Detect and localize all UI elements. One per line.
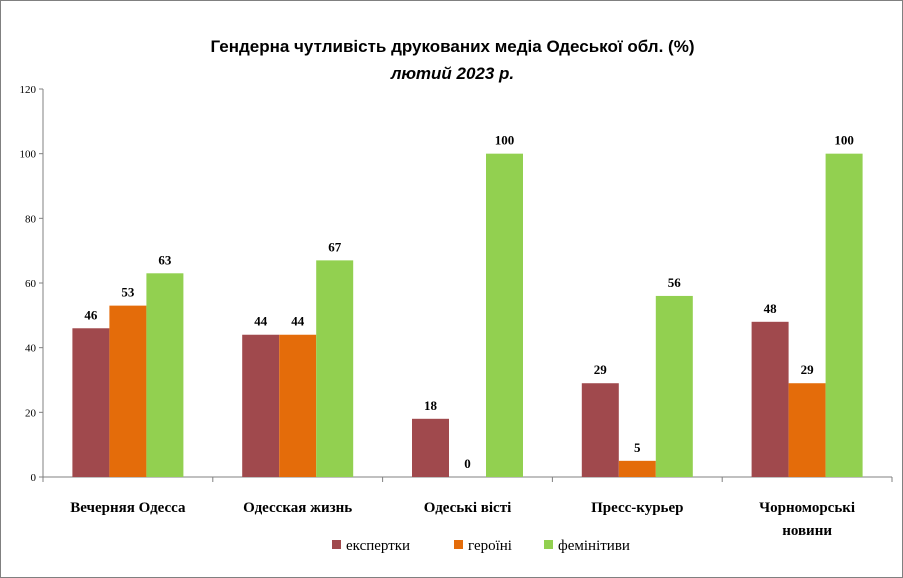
legend-swatch: [544, 540, 553, 549]
category-label: Одеські вісті: [424, 500, 512, 516]
category-label: Чорноморські: [759, 500, 855, 516]
y-tick-label: 20: [25, 407, 37, 419]
bar: [316, 260, 354, 477]
data-labels: 46 53 63 44 44 67 18 0 100 29 5 56 48 29 100: [84, 133, 853, 471]
y-tick-label: 0: [31, 472, 37, 484]
bar: [109, 305, 147, 477]
legend-swatch: [454, 540, 463, 549]
data-label: 5: [634, 440, 641, 455]
data-label: 18: [424, 398, 438, 413]
legend-swatch: [332, 540, 341, 549]
data-label: 0: [464, 456, 471, 471]
legend: експертки героїні фемінітиви: [332, 538, 630, 554]
chart-title: Гендерна чутливість друкованих медіа Оде…: [210, 37, 695, 56]
y-tick-label: 60: [25, 278, 37, 290]
y-tick-label: 100: [20, 149, 37, 161]
category-label: Одесская жизнь: [243, 500, 352, 516]
category-label: новини: [782, 523, 832, 539]
y-tick-label: 80: [25, 213, 37, 225]
bar: [412, 418, 449, 477]
data-label: 53: [121, 285, 135, 300]
bar: [788, 383, 826, 477]
category-labels: Вечерняя Одесса Одесская жизнь Одеські віс…: [70, 500, 855, 539]
legend-label: експертки: [346, 538, 410, 554]
data-label: 48: [764, 301, 778, 316]
category-label: Вечерняя Одесса: [70, 500, 186, 516]
data-label: 100: [495, 133, 515, 148]
data-label: 63: [158, 252, 172, 267]
data-label: 100: [834, 133, 854, 148]
bar: [486, 153, 523, 477]
bar: [825, 153, 863, 477]
y-tick-label: 40: [25, 343, 37, 355]
bar: [72, 328, 110, 477]
bars: [72, 153, 863, 477]
legend-label: фемінітиви: [558, 538, 630, 554]
data-label: 44: [291, 314, 305, 329]
data-label: 56: [668, 275, 682, 290]
data-label: 29: [594, 362, 608, 377]
data-label: 67: [328, 239, 342, 254]
bar: [751, 321, 789, 477]
y-tick-label: 120: [20, 84, 37, 96]
bar: [655, 295, 693, 477]
chart-subtitle: лютий 2023 р.: [390, 64, 515, 83]
data-label: 29: [801, 362, 815, 377]
bar: [618, 460, 656, 477]
data-label: 44: [254, 314, 268, 329]
legend-label: героїні: [468, 538, 512, 554]
bar: [581, 383, 619, 477]
axes: 0 20 40 60 80 100 120: [20, 84, 893, 484]
data-label: 46: [84, 307, 98, 322]
bar: [146, 273, 184, 477]
category-label: Пресс-курьер: [591, 500, 683, 516]
bar: [242, 334, 280, 477]
bar: [279, 334, 317, 477]
